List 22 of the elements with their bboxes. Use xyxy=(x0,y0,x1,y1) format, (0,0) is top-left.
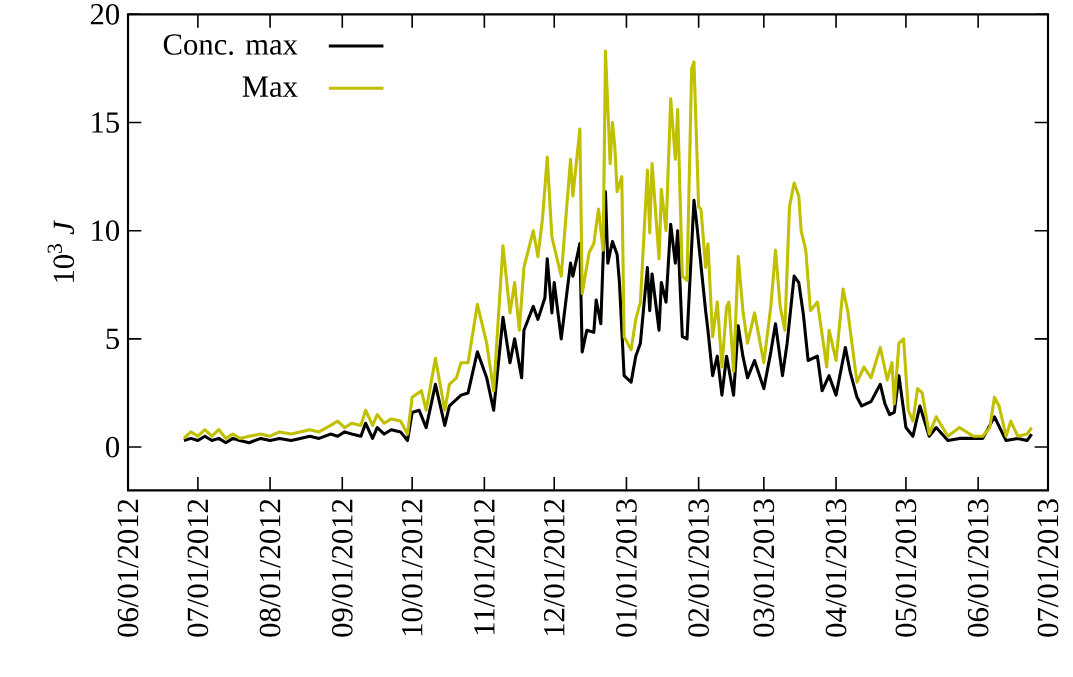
x-tick-label: 07/01/2012 xyxy=(187,499,209,637)
x-tick-label: 10/01/2012 xyxy=(401,499,423,636)
x-tick-label: 06/01/2012 xyxy=(117,499,139,637)
x-tick-label: 05/01/2013 xyxy=(895,499,917,637)
x-tick-label: 02/01/2013 xyxy=(688,499,709,637)
x-tick-label: 09/01/2012 xyxy=(331,499,353,637)
y-axis-title: 10$^{3}$ J xyxy=(47,220,75,282)
legend-label: Conc. max xyxy=(163,34,298,55)
x-tick-label: 03/01/2013 xyxy=(753,499,775,637)
y-tick-label: 5 xyxy=(106,328,119,350)
x-tick-label: 04/01/2013 xyxy=(825,499,847,637)
x-tick-label: 01/01/2013 xyxy=(616,499,637,637)
x-tick-label: 07/01/2013 xyxy=(1037,499,1059,637)
y-tick-label: 0 xyxy=(106,436,120,458)
y-tick-label: 20 xyxy=(90,3,120,25)
x-tick-label: 06/01/2013 xyxy=(967,499,989,637)
y-tick-label: 15 xyxy=(92,112,119,133)
x-tick-label: 08/01/2012 xyxy=(259,499,281,637)
y-tick-label: 10 xyxy=(92,220,120,242)
legend-label: Max xyxy=(242,76,298,97)
x-tick-label: 11/01/2012 xyxy=(474,499,495,635)
x-tick-label: 12/01/2012 xyxy=(543,499,565,636)
